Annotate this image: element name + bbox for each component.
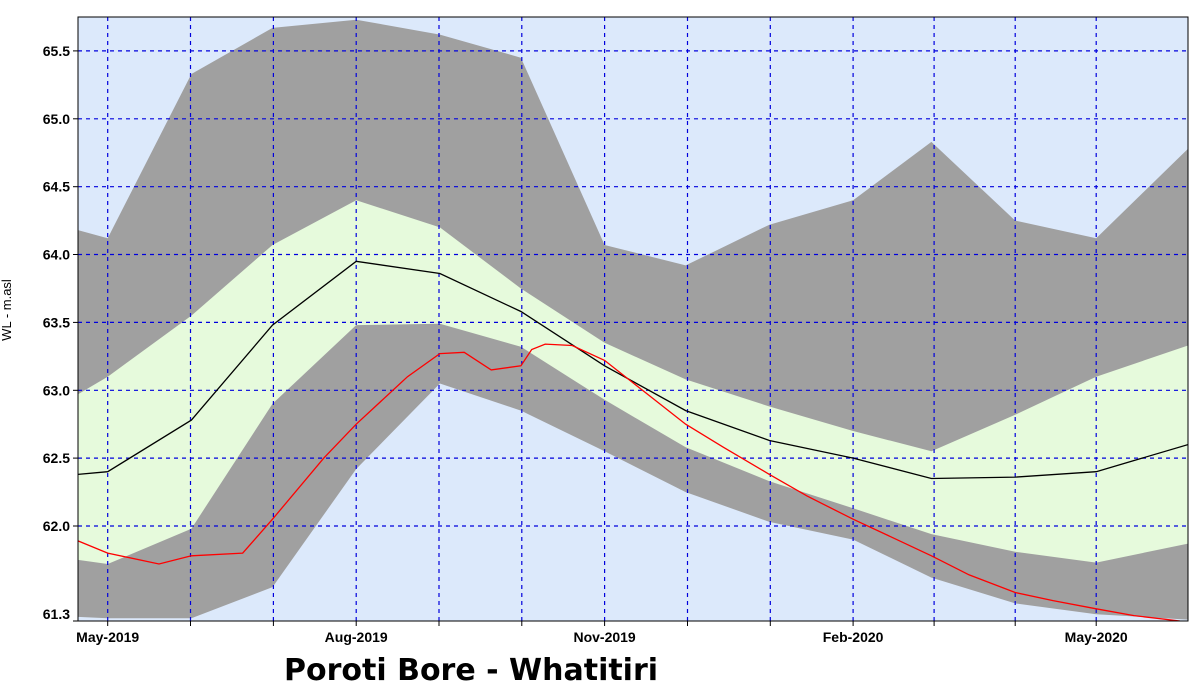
y-tick-label: 64.0 [43,247,70,263]
y-axis: 61.3 62.0 62.5 63.0 63.5 64.0 64.5 65.0 65.5 [43,43,78,622]
y-tick-label: 62.0 [43,518,70,534]
x-tick-label: Aug-2019 [325,629,388,645]
plot-area [78,17,1188,621]
chart-title: Poroti Bore - Whatitiri [284,653,659,688]
y-tick-label: 65.5 [43,43,70,59]
y-tick-label: 63.0 [43,382,70,398]
x-tick-label: May-2020 [1065,629,1128,645]
y-tick-label: 64.5 [43,179,70,195]
median-line [78,260,1188,480]
y-axis-label: WL - m.asl [0,279,14,341]
current-level-line [78,343,1180,621]
x-tick-label: May-2019 [76,629,139,645]
y-tick-label: 62.5 [43,450,70,466]
y-tick-label: 65.0 [43,111,70,127]
y-tick-label: 63.5 [43,314,70,330]
x-tick-label: Feb-2020 [823,629,884,645]
x-tick-label: Nov-2019 [573,629,635,645]
plot-frame [77,16,1189,622]
x-axis: May-2019 Aug-2019 Nov-2019 Feb-2020 May-2020 [76,621,1128,645]
y-tick-label: 61.3 [43,606,70,622]
